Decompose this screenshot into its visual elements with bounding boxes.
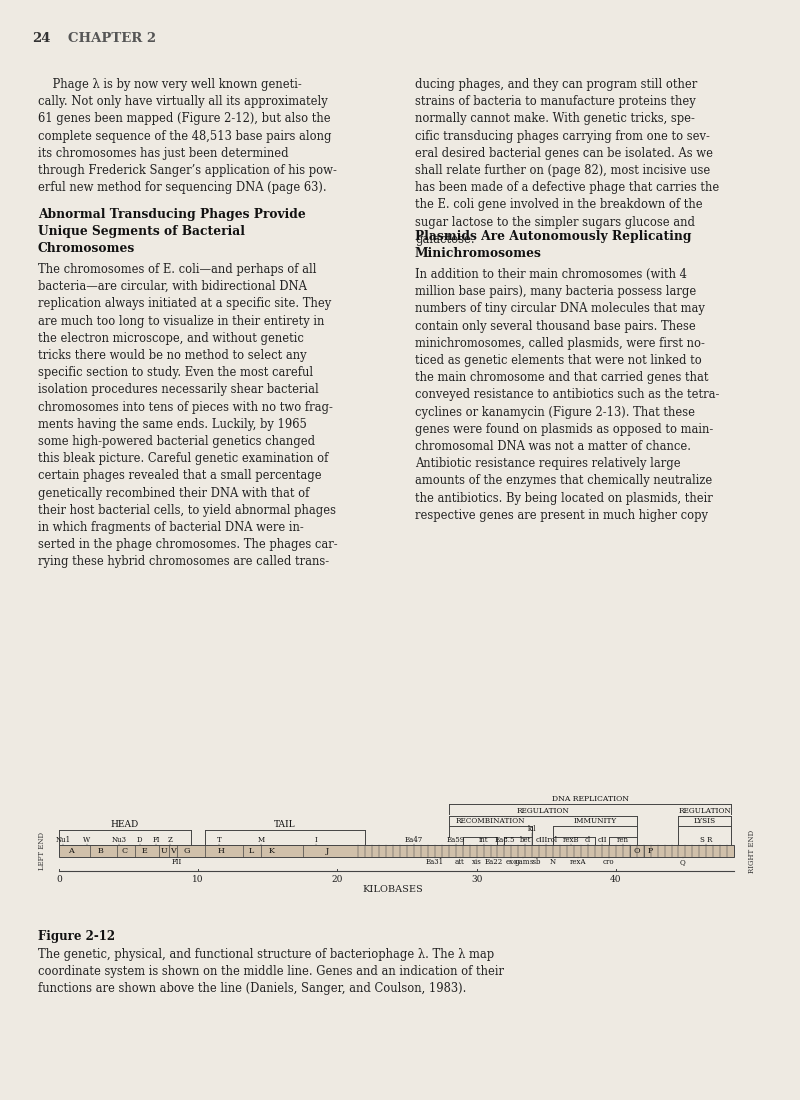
Text: D: D <box>137 836 142 844</box>
Text: 20: 20 <box>332 874 343 883</box>
Text: REGULATION: REGULATION <box>678 806 731 814</box>
Text: S R: S R <box>700 836 713 844</box>
Text: O: O <box>634 847 640 855</box>
Text: gam: gam <box>514 858 530 867</box>
Text: LEFT END: LEFT END <box>38 832 46 870</box>
Text: C: C <box>122 847 127 855</box>
Text: DNA REPLICATION: DNA REPLICATION <box>551 795 629 803</box>
Text: exo: exo <box>505 858 518 867</box>
Text: Ea22: Ea22 <box>484 858 502 867</box>
Text: Phage λ is by now very well known geneti-
cally. Not only have virtually all its: Phage λ is by now very well known geneti… <box>38 78 337 195</box>
Text: E: E <box>142 847 147 855</box>
Text: U: U <box>161 847 167 855</box>
Text: Ea47: Ea47 <box>405 836 423 844</box>
Text: The chromosomes of E. coli—and perhaps of all
bacteria—are circular, with bidire: The chromosomes of E. coli—and perhaps o… <box>38 263 338 569</box>
Text: M: M <box>258 836 264 844</box>
Text: att: att <box>455 858 465 867</box>
Text: IMMUNITY: IMMUNITY <box>574 817 617 825</box>
Text: Abnormal Transducing Phages Provide: Abnormal Transducing Phages Provide <box>38 208 306 221</box>
Text: G: G <box>183 847 190 855</box>
Text: xis: xis <box>472 858 482 867</box>
Text: Ea8.5: Ea8.5 <box>494 836 514 844</box>
Text: KILOBASES: KILOBASES <box>362 886 423 894</box>
Text: Nu1: Nu1 <box>55 836 70 844</box>
Text: cro: cro <box>603 858 614 867</box>
Text: Minichromosomes: Minichromosomes <box>415 248 542 260</box>
Text: J: J <box>326 847 329 855</box>
Text: ren: ren <box>617 836 629 844</box>
Text: HEAD: HEAD <box>111 820 139 828</box>
Text: FII: FII <box>172 858 182 867</box>
Text: ducing phages, and they can program still other
strains of bacteria to manufactu: ducing phages, and they can program stil… <box>415 78 719 245</box>
Text: 24: 24 <box>32 32 50 45</box>
Text: FI: FI <box>153 836 160 844</box>
Bar <box>59 845 734 857</box>
Text: T: T <box>217 836 222 844</box>
Text: cII: cII <box>597 836 606 844</box>
Text: cIIIrol: cIIIrol <box>535 836 557 844</box>
Text: rexB: rexB <box>563 836 579 844</box>
Text: 30: 30 <box>471 874 482 883</box>
Text: H: H <box>218 847 225 855</box>
Text: TAIL: TAIL <box>274 820 296 828</box>
Text: CHAPTER 2: CHAPTER 2 <box>68 32 156 45</box>
Text: Ea31: Ea31 <box>426 858 444 867</box>
Text: RIGHT END: RIGHT END <box>748 829 756 872</box>
Text: 0: 0 <box>56 874 62 883</box>
Text: ssb: ssb <box>530 858 541 867</box>
Text: K: K <box>268 847 274 855</box>
Text: LYSIS: LYSIS <box>694 817 716 825</box>
Text: cl: cl <box>585 836 591 844</box>
Text: RECOMBINATION: RECOMBINATION <box>456 817 526 825</box>
Text: N: N <box>550 858 556 867</box>
Text: V: V <box>170 847 176 855</box>
Text: The genetic, physical, and functional structure of bacteriophage λ. The λ map
co: The genetic, physical, and functional st… <box>38 948 504 996</box>
Text: B: B <box>98 847 103 855</box>
Text: Z: Z <box>168 836 173 844</box>
Text: kil: kil <box>528 825 537 833</box>
Text: In addition to their main chromosomes (with 4
million base pairs), many bacteria: In addition to their main chromosomes (w… <box>415 268 719 521</box>
Text: L: L <box>249 847 254 855</box>
Text: Q: Q <box>680 858 686 867</box>
Text: W: W <box>83 836 90 844</box>
Text: rexA: rexA <box>570 858 586 867</box>
Text: REGULATION: REGULATION <box>516 806 569 814</box>
Text: A: A <box>69 847 74 855</box>
Text: Unique Segments of Bacterial: Unique Segments of Bacterial <box>38 226 245 238</box>
Text: Plasmids Are Autonomously Replicating: Plasmids Are Autonomously Replicating <box>415 230 691 243</box>
Text: Ea59: Ea59 <box>446 836 465 844</box>
Text: I: I <box>315 836 318 844</box>
Text: Chromosomes: Chromosomes <box>38 242 135 255</box>
Text: Figure 2-12: Figure 2-12 <box>38 930 115 943</box>
Text: 10: 10 <box>192 874 204 883</box>
Text: Nu3: Nu3 <box>111 836 126 844</box>
Text: 40: 40 <box>610 874 622 883</box>
Text: bet: bet <box>520 836 531 844</box>
Text: int: int <box>478 836 488 844</box>
Text: P: P <box>648 847 654 855</box>
